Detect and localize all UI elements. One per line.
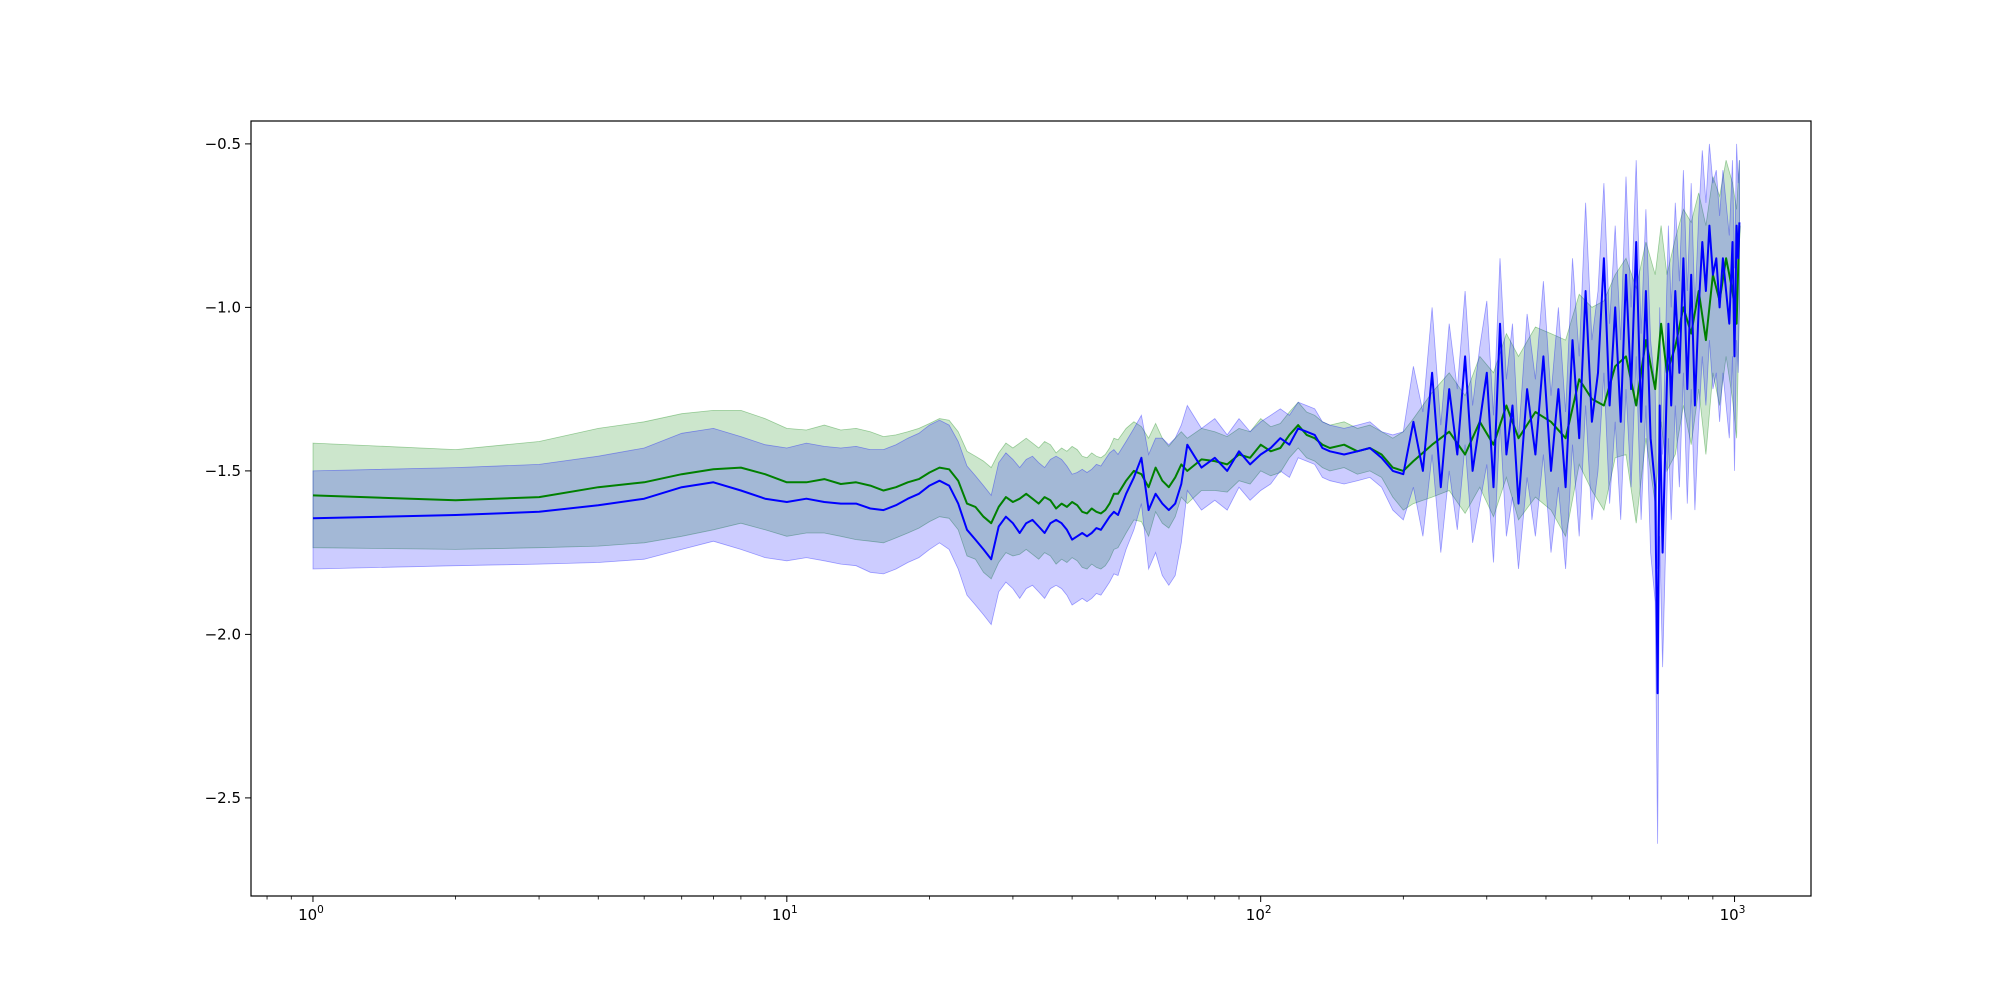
x-axis: 100 101 102 103 xyxy=(266,896,1746,924)
y-axis: −0.5 −1.0 −1.5 −2.0 −2.5 xyxy=(205,135,251,807)
x-tick-label: 100 xyxy=(298,904,324,924)
plot-frame xyxy=(250,120,1812,897)
x-tick-label: 101 xyxy=(772,904,798,924)
x-tick-exponent: 2 xyxy=(1265,904,1272,916)
x-tick-base: 10 xyxy=(298,906,317,924)
y-tick-label: −1.5 xyxy=(205,462,241,480)
series-2-line xyxy=(312,222,1741,695)
x-tick-label: 103 xyxy=(1720,904,1746,924)
series-1-line xyxy=(312,225,1741,525)
series-lines xyxy=(312,222,1741,695)
x-tick-exponent: 3 xyxy=(1739,904,1746,916)
x-tick-exponent: 1 xyxy=(791,904,798,916)
y-tick-label: −2.0 xyxy=(205,625,241,643)
y-tick-label: −0.5 xyxy=(205,135,241,153)
x-tick-base: 10 xyxy=(772,906,791,924)
x-tick-label: 102 xyxy=(1246,904,1272,924)
x-tick-exponent: 0 xyxy=(317,904,324,916)
x-tick-base: 10 xyxy=(1720,906,1739,924)
x-tick-base: 10 xyxy=(1246,906,1265,924)
y-tick-label: −2.5 xyxy=(205,789,241,807)
y-tick-label: −1.0 xyxy=(205,298,241,316)
series-1-band xyxy=(312,160,1740,580)
